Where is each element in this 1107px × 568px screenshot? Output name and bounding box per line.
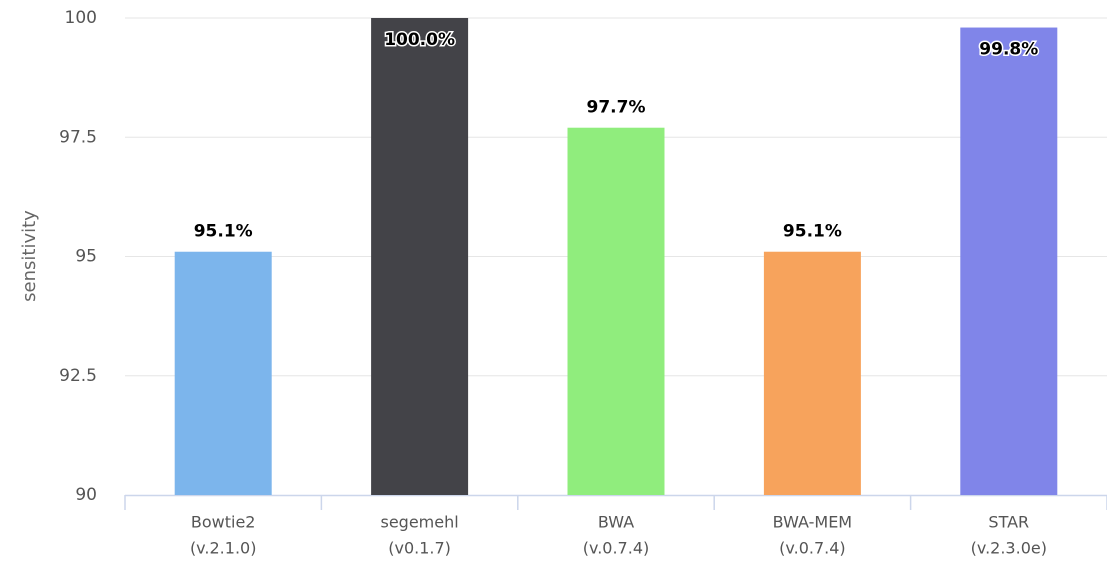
y-tick-label: 92.5 [59, 366, 97, 386]
y-tick-label: 90 [75, 485, 97, 505]
y-tick-label: 95 [75, 247, 97, 267]
x-tick-label: (v.0.7.4) [779, 539, 846, 558]
bar [567, 127, 665, 496]
value-label: 95.1% [783, 222, 842, 242]
value-label: 95.1% [194, 222, 253, 242]
x-tick-label: STAR [988, 513, 1029, 532]
x-tick-label: BWA-MEM [773, 513, 852, 532]
x-tick-label: (v.2.3.0e) [971, 539, 1047, 558]
x-tick-label: (v0.1.7) [388, 539, 451, 558]
x-tick-label: BWA [598, 513, 634, 532]
value-label: 97.7% [587, 98, 646, 118]
x-tick-label: (v.2.1.0) [190, 539, 257, 558]
y-tick-label: 100 [65, 8, 97, 28]
x-tick-label: Bowtie2 [191, 513, 256, 532]
bar [763, 251, 861, 495]
y-tick-label: 97.5 [59, 127, 97, 147]
value-label: 100.0% [384, 30, 455, 50]
bar [174, 251, 272, 495]
x-tick-label: segemehl [380, 513, 458, 532]
bar [371, 18, 469, 495]
x-tick-label: (v.0.7.4) [583, 539, 650, 558]
bar [960, 27, 1058, 495]
y-axis-title: sensitivity [19, 210, 40, 302]
value-label: 99.8% [979, 40, 1038, 60]
